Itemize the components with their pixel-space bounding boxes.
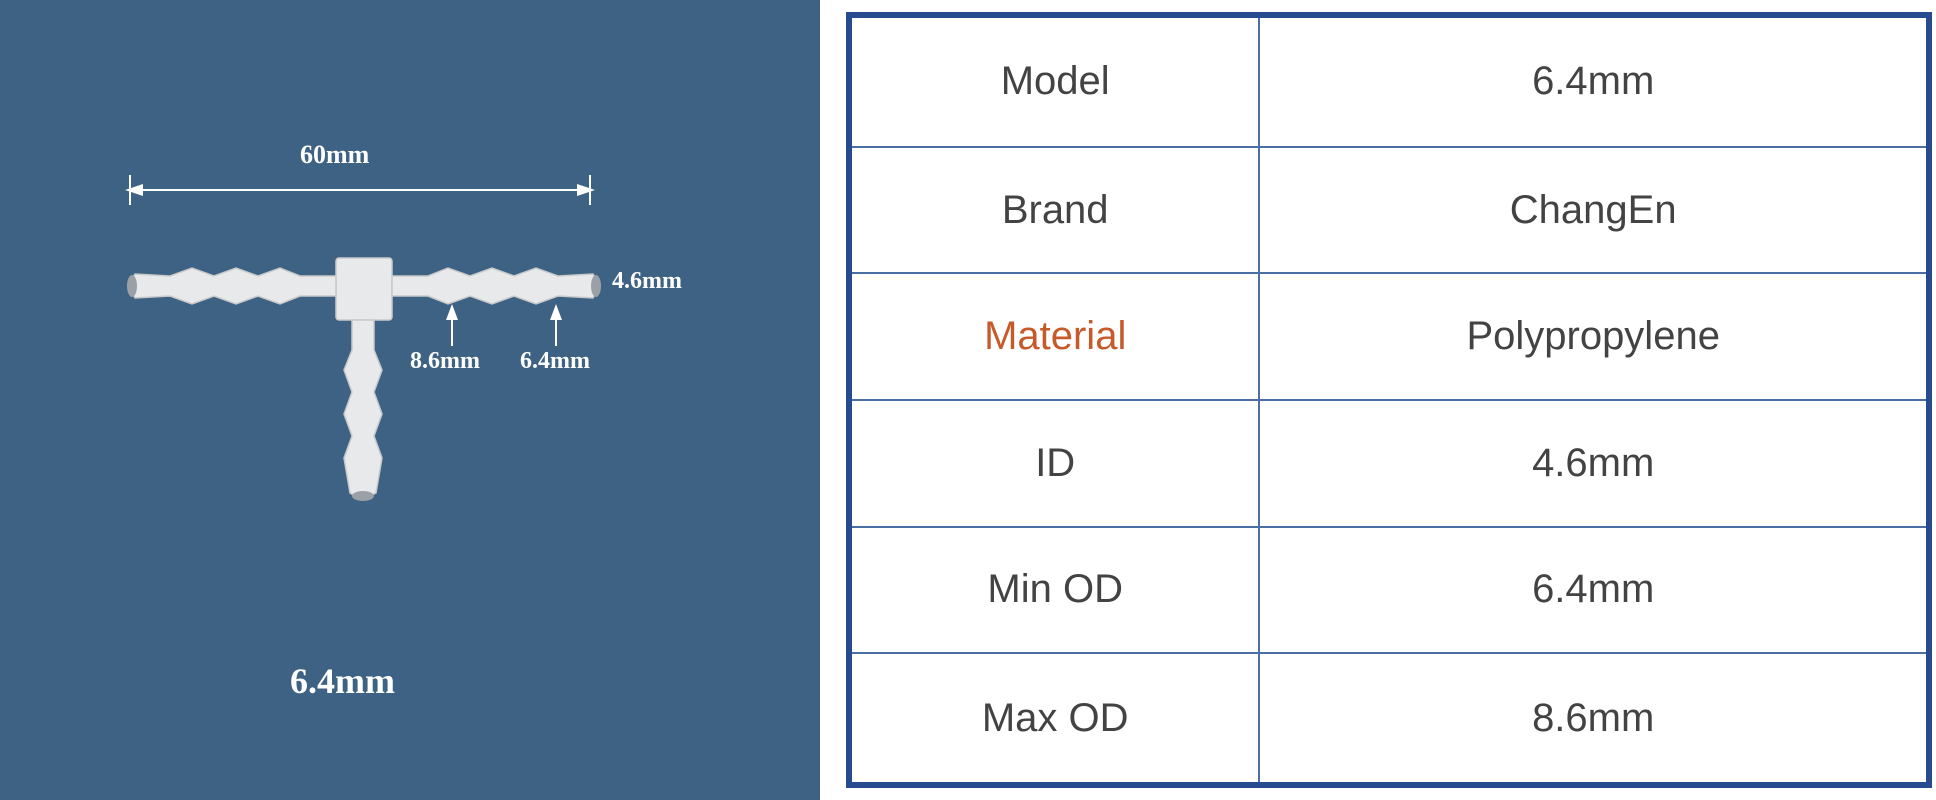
- spec-label: Min OD: [849, 527, 1259, 654]
- spec-table-panel: Model6.4mmBrandChangEnMaterialPolypropyl…: [846, 0, 1936, 800]
- spec-value: ChangEn: [1259, 147, 1929, 274]
- inner-diameter-label: 4.6mm: [612, 268, 682, 295]
- connector-diagram: [0, 0, 820, 800]
- spec-table: Model6.4mmBrandChangEnMaterialPolypropyl…: [846, 12, 1932, 788]
- spec-label: Brand: [849, 147, 1259, 274]
- product-diagram-panel: 60mm 4.6mm 8.6mm 6.4mm 6.4mm: [0, 0, 820, 800]
- min-od-annotation: 6.4mm: [520, 348, 590, 375]
- spec-label: Max OD: [849, 653, 1259, 785]
- spec-value: Polypropylene: [1259, 273, 1929, 400]
- spec-label: Material: [849, 273, 1259, 400]
- spec-label: Model: [849, 15, 1259, 147]
- table-row: ID4.6mm: [849, 400, 1929, 527]
- table-row: BrandChangEn: [849, 147, 1929, 274]
- table-row: Max OD8.6mm: [849, 653, 1929, 785]
- product-size-title: 6.4mm: [290, 660, 395, 702]
- spec-value: 8.6mm: [1259, 653, 1929, 785]
- spec-value: 4.6mm: [1259, 400, 1929, 527]
- spec-value: 6.4mm: [1259, 15, 1929, 147]
- table-row: MaterialPolypropylene: [849, 273, 1929, 400]
- max-od-annotation: 8.6mm: [410, 348, 480, 375]
- spec-label: ID: [849, 400, 1259, 527]
- width-dimension-label: 60mm: [300, 140, 369, 170]
- table-row: Model6.4mm: [849, 15, 1929, 147]
- table-row: Min OD6.4mm: [849, 527, 1929, 654]
- spec-value: 6.4mm: [1259, 527, 1929, 654]
- panel-spacer: [820, 0, 846, 800]
